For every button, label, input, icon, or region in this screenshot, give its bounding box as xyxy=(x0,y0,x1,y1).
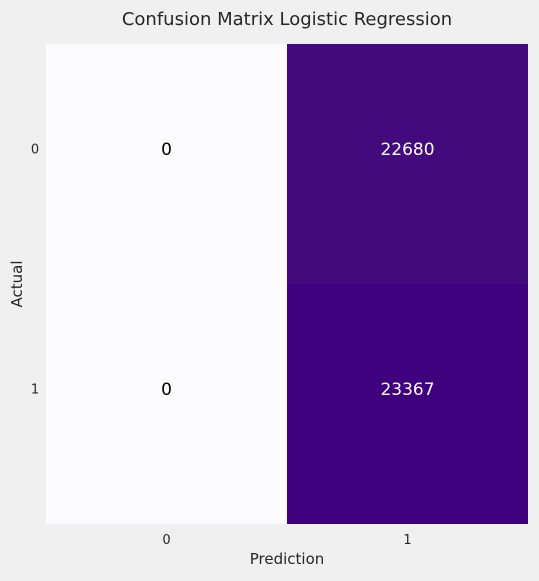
heatmap-cells xyxy=(46,44,528,524)
heatmap-value-labels: 0 22680 0 23367 xyxy=(161,140,434,400)
heatmap-cell-r0-c0 xyxy=(46,44,287,284)
y-tick-label-0: 0 xyxy=(31,143,39,158)
heatmap-cell-r1-c0 xyxy=(46,284,287,524)
heatmap-value-label-r1-c0: 0 xyxy=(161,380,172,400)
heatmap-cell-r0-c1 xyxy=(287,44,528,284)
x-axis-label: Prediction xyxy=(250,550,325,568)
heatmap-value-label-r1-c1: 23367 xyxy=(380,380,434,400)
heatmap-value-label-r0-c1: 22680 xyxy=(380,140,434,160)
y-axis-label: Actual xyxy=(8,261,26,308)
heatmap-value-label-r0-c0: 0 xyxy=(161,140,172,160)
chart-title: Confusion Matrix Logistic Regression xyxy=(122,9,452,30)
y-tick-label-1: 1 xyxy=(31,383,39,398)
y-axis-ticks: 01 xyxy=(31,143,39,398)
x-tick-label-0: 0 xyxy=(162,533,170,548)
x-tick-label-1: 1 xyxy=(403,533,411,548)
heatmap-cell-r1-c1 xyxy=(287,284,528,524)
